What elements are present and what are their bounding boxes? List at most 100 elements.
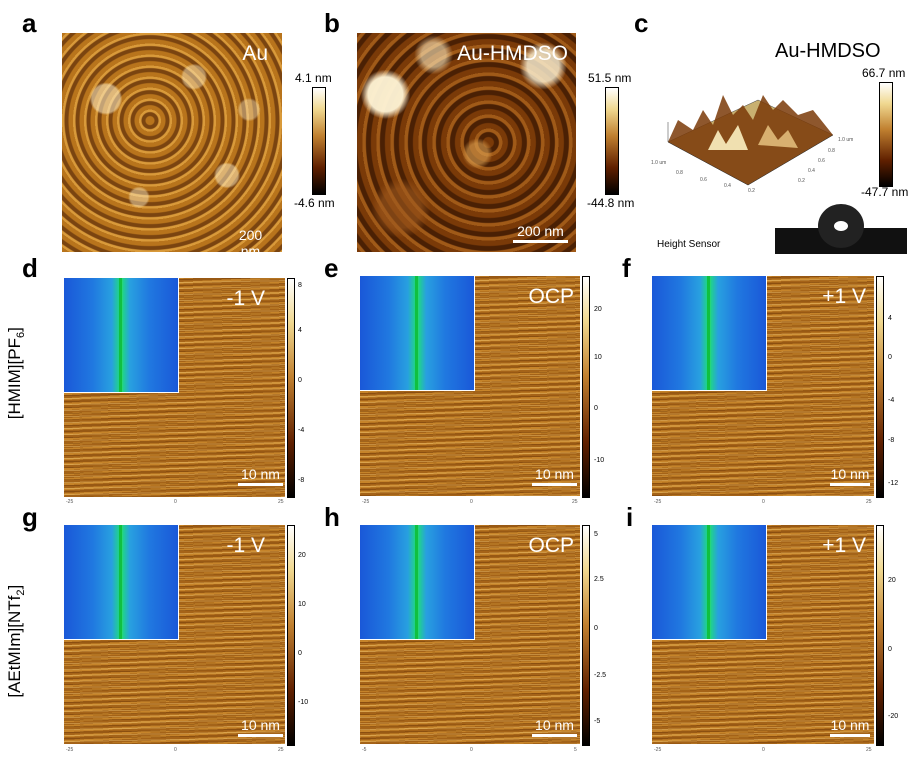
scalebar-g: 10 nm xyxy=(238,717,283,737)
scalebar-i: 10 nm xyxy=(830,717,870,737)
axis-d-1: 0 xyxy=(174,499,177,505)
scalebar-b: 200 nm xyxy=(513,223,568,243)
axis-tick-c-9: 0.2 xyxy=(798,178,805,184)
axis-d-0: -25 xyxy=(66,499,74,505)
tick-h-3: -2.5 xyxy=(594,672,607,679)
colorbar-e xyxy=(582,276,590,498)
tick-f-4: -12 xyxy=(888,480,899,487)
axis-f-1: 0 xyxy=(762,499,765,505)
axis-tick-c-7: 0.6 xyxy=(818,158,825,164)
tick-f-1: 0 xyxy=(888,354,892,361)
axis-tick-c-8: 0.4 xyxy=(808,168,815,174)
axis-tick-c-2: 0.6 xyxy=(700,177,707,183)
tick-g-3: -10 xyxy=(298,699,309,706)
scalebar-h: 10 nm xyxy=(532,717,577,737)
scalebar-e: 10 nm xyxy=(532,466,577,486)
fft-inset-d xyxy=(64,278,179,393)
tick-e-0: 20 xyxy=(594,306,602,313)
fft-inset-i xyxy=(652,525,767,640)
axis-tick-c-3: 0.4 xyxy=(724,183,731,189)
scalebar-label-g: 10 nm xyxy=(241,717,280,733)
scalebar-d: 10 nm xyxy=(238,466,283,486)
tick-i-1: 0 xyxy=(888,646,892,653)
tick-f-2: -4 xyxy=(888,397,895,404)
colorbar-min-b: -44.8 nm xyxy=(587,196,635,210)
tick-i-2: -20 xyxy=(888,713,899,720)
panel-title-e: OCP xyxy=(528,285,574,308)
axis-tick-c-1: 0.8 xyxy=(676,170,683,176)
colorbar-max-c: 66.7 nm xyxy=(862,66,906,80)
tick-f-3: -8 xyxy=(888,437,895,444)
afm-image-i: +1 V 10 nm xyxy=(652,525,874,744)
tick-f-0: 4 xyxy=(888,315,892,322)
afm-image-g: -1 V 10 nm xyxy=(64,525,285,744)
colorbar-h xyxy=(582,525,590,746)
axis-h-0: -5 xyxy=(362,747,367,753)
axis-tick-c-4: 0.2 xyxy=(748,188,755,194)
scalebar-label-f: 10 nm xyxy=(830,466,870,482)
colorbar-g xyxy=(287,525,295,746)
tick-i-0: 20 xyxy=(888,577,896,584)
panel-label-d: d xyxy=(22,253,38,283)
colorbar-c xyxy=(879,82,893,187)
tick-h-0: 5 xyxy=(594,531,598,538)
panel-label-f: f xyxy=(622,253,631,283)
axis-f-0: -25 xyxy=(654,499,662,505)
axis-d-2: 25 xyxy=(278,499,284,505)
tick-d-4: -8 xyxy=(298,477,305,484)
panel-title-i: +1 V xyxy=(822,534,866,557)
axis-g-1: 0 xyxy=(174,747,177,753)
panel-title-g: -1 V xyxy=(226,534,265,557)
axis-g-0: -25 xyxy=(66,747,74,753)
colorbar-min-c: -47.7 nm xyxy=(861,185,909,199)
fft-inset-h xyxy=(360,525,475,640)
panel-title-b: Au-HMDSO xyxy=(457,42,568,65)
tick-e-3: -10 xyxy=(594,457,605,464)
axis-i-2: 25 xyxy=(866,747,872,753)
afm-image-au-hmdso: Au-HMDSO 200 nm xyxy=(357,33,576,252)
panel-title-a: Au xyxy=(242,42,268,65)
panel-title-h: OCP xyxy=(528,534,574,557)
axis-h-1: 0 xyxy=(470,747,473,753)
contact-angle-droplet xyxy=(775,198,907,254)
afm-image-d: -1 V 10 nm xyxy=(64,278,285,497)
colorbar-max-a: 4.1 nm xyxy=(295,71,332,85)
axis-e-1: 0 xyxy=(470,499,473,505)
panel-label-i: i xyxy=(626,502,634,532)
axis-e-0: -25 xyxy=(362,499,370,505)
tick-d-2: 0 xyxy=(298,377,302,384)
height-sensor-label: Height Sensor xyxy=(657,239,721,250)
tick-h-4: -5 xyxy=(594,718,601,725)
panel-label-h: h xyxy=(324,502,340,532)
axis-tick-c-0: 1.0 um xyxy=(651,160,667,166)
tick-e-2: 0 xyxy=(594,405,598,412)
fft-inset-e xyxy=(360,276,475,391)
colorbar-a xyxy=(312,87,326,195)
afm-image-e: OCP 10 nm xyxy=(360,276,580,496)
scalebar-label-i: 10 nm xyxy=(830,717,870,733)
panel-label-c: c xyxy=(634,8,649,38)
tick-d-0: 8 xyxy=(298,282,302,289)
scalebar-label-d: 10 nm xyxy=(241,466,280,482)
colorbar-max-b: 51.5 nm xyxy=(588,71,632,85)
axis-tick-c-5: 1.0 um xyxy=(838,137,854,143)
tick-g-0: 20 xyxy=(298,552,306,559)
axis-g-2: 25 xyxy=(278,747,284,753)
tick-h-2: 0 xyxy=(594,625,598,632)
scalebar-label-a: 200 nm xyxy=(238,227,263,252)
scalebar-label-b: 200 nm xyxy=(517,223,564,239)
axis-i-0: -25 xyxy=(654,747,662,753)
panel-title-d: -1 V xyxy=(226,287,265,310)
panel-label-b: b xyxy=(324,8,340,38)
tick-g-2: 0 xyxy=(298,650,302,657)
tick-e-1: 10 xyxy=(594,354,602,361)
afm-image-au: Au 200 nm xyxy=(62,33,282,252)
axis-e-2: 25 xyxy=(572,499,578,505)
tick-d-3: -4 xyxy=(298,427,305,434)
colorbar-min-a: -4.6 nm xyxy=(294,196,335,210)
panel-label-a: a xyxy=(22,8,37,38)
panel-title-c: Au-HMDSO xyxy=(775,40,881,62)
axis-h-2: 5 xyxy=(574,747,577,753)
row-label-hmim: [HMIM][PF6] xyxy=(4,327,28,420)
tick-d-1: 4 xyxy=(298,327,302,334)
